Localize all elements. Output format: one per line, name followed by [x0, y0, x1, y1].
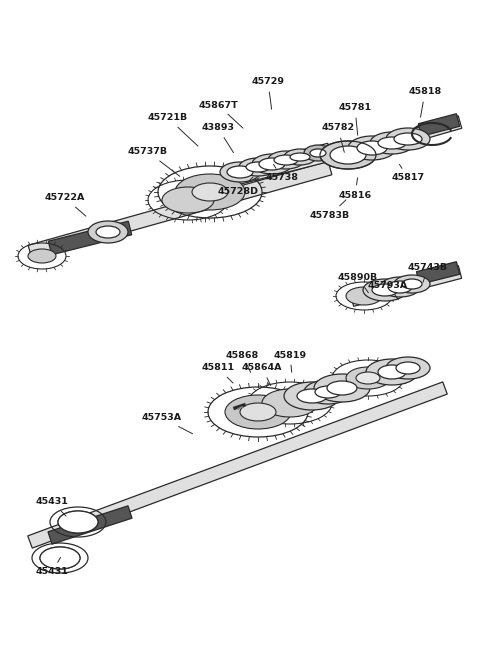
Polygon shape: [226, 143, 332, 187]
Ellipse shape: [394, 275, 430, 293]
Ellipse shape: [240, 403, 276, 421]
Ellipse shape: [348, 136, 396, 160]
Ellipse shape: [315, 386, 341, 398]
Text: 45819: 45819: [274, 350, 307, 372]
Text: 45738: 45738: [265, 164, 299, 183]
Text: 45818: 45818: [408, 88, 442, 117]
Ellipse shape: [386, 357, 430, 379]
Text: 45864A: 45864A: [242, 364, 282, 386]
Ellipse shape: [66, 516, 90, 528]
Ellipse shape: [268, 151, 304, 169]
Ellipse shape: [320, 141, 376, 169]
Ellipse shape: [40, 547, 80, 569]
Text: 45781: 45781: [338, 103, 372, 135]
Polygon shape: [28, 161, 332, 259]
Text: 45817: 45817: [391, 164, 425, 183]
Ellipse shape: [394, 133, 422, 145]
Ellipse shape: [284, 382, 340, 410]
Text: 45743B: 45743B: [408, 263, 448, 282]
Text: 45782: 45782: [322, 124, 355, 153]
Ellipse shape: [58, 511, 98, 533]
Text: 45721B: 45721B: [148, 113, 198, 146]
Ellipse shape: [28, 249, 56, 263]
Ellipse shape: [380, 277, 420, 297]
Ellipse shape: [357, 141, 387, 155]
Ellipse shape: [175, 174, 245, 210]
Ellipse shape: [386, 128, 430, 150]
Ellipse shape: [239, 158, 277, 176]
Polygon shape: [417, 262, 459, 284]
Text: 45811: 45811: [202, 364, 235, 383]
Ellipse shape: [259, 158, 285, 170]
Ellipse shape: [192, 183, 228, 201]
Ellipse shape: [378, 137, 406, 149]
Ellipse shape: [363, 279, 407, 301]
Text: 45816: 45816: [338, 178, 372, 200]
Text: 45868: 45868: [226, 350, 259, 373]
Ellipse shape: [314, 374, 370, 402]
Polygon shape: [28, 382, 447, 548]
Ellipse shape: [388, 281, 412, 293]
Text: 45431: 45431: [36, 557, 69, 576]
Text: 45722A: 45722A: [45, 193, 86, 216]
Text: 45890B: 45890B: [338, 274, 378, 293]
Ellipse shape: [96, 226, 120, 238]
Text: 45737B: 45737B: [128, 147, 180, 176]
Ellipse shape: [378, 365, 406, 379]
Ellipse shape: [48, 552, 72, 564]
Ellipse shape: [310, 149, 326, 157]
Ellipse shape: [346, 287, 382, 305]
Text: 45783B: 45783B: [310, 200, 350, 219]
Ellipse shape: [274, 155, 298, 165]
Ellipse shape: [220, 162, 260, 182]
Ellipse shape: [40, 547, 80, 569]
Ellipse shape: [225, 395, 291, 429]
Ellipse shape: [396, 362, 420, 374]
Ellipse shape: [262, 389, 318, 417]
Ellipse shape: [370, 132, 414, 154]
Ellipse shape: [304, 380, 352, 404]
Ellipse shape: [246, 162, 270, 172]
Text: 45753A: 45753A: [142, 413, 192, 434]
Ellipse shape: [58, 511, 98, 533]
Ellipse shape: [372, 284, 398, 296]
Ellipse shape: [356, 372, 380, 384]
Text: 45793A: 45793A: [368, 280, 408, 300]
Polygon shape: [350, 266, 462, 307]
Ellipse shape: [297, 389, 327, 403]
Text: 45867T: 45867T: [198, 100, 243, 128]
Ellipse shape: [162, 187, 214, 213]
Ellipse shape: [227, 166, 253, 178]
Ellipse shape: [252, 154, 292, 174]
Ellipse shape: [88, 221, 128, 243]
Ellipse shape: [304, 145, 332, 161]
Ellipse shape: [290, 153, 310, 161]
Ellipse shape: [346, 367, 390, 389]
Text: 45728D: 45728D: [217, 177, 259, 196]
Polygon shape: [48, 506, 132, 544]
Ellipse shape: [366, 359, 418, 385]
Ellipse shape: [327, 381, 357, 395]
Polygon shape: [48, 221, 132, 255]
Ellipse shape: [330, 146, 366, 164]
Text: 45729: 45729: [252, 77, 285, 109]
Ellipse shape: [284, 149, 316, 165]
Ellipse shape: [402, 279, 422, 289]
Polygon shape: [333, 116, 462, 164]
Text: 45431: 45431: [36, 498, 69, 516]
Polygon shape: [419, 114, 460, 136]
Text: 43893: 43893: [202, 124, 235, 153]
